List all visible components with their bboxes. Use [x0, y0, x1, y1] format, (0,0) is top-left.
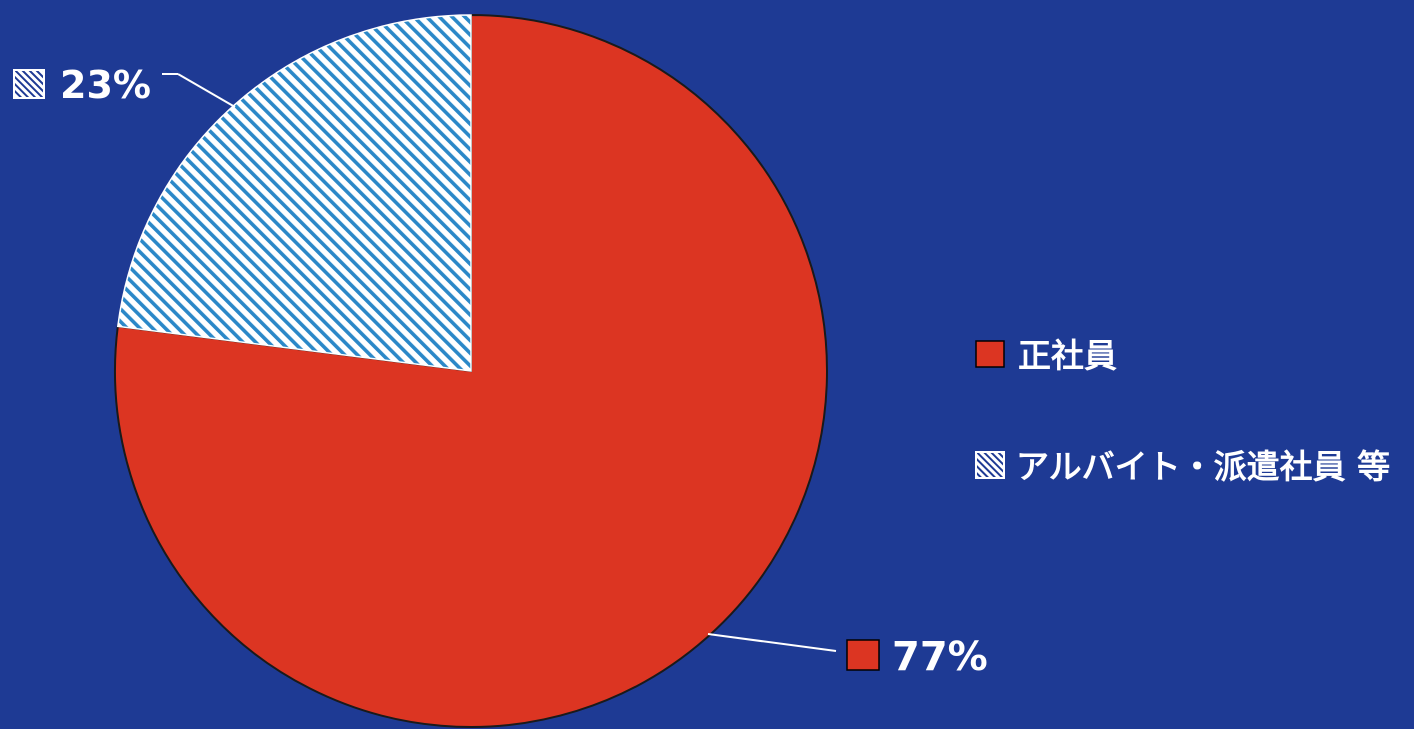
- legend-label-parttime: アルバイト・派遣社員 等: [1016, 447, 1390, 486]
- leader-line-23-diag: [177, 73, 236, 108]
- legend-item-parttime: アルバイト・派遣社員 等: [975, 447, 1390, 486]
- pie-slice-regular: [114, 13, 828, 728]
- label-23-text: 23%: [60, 63, 151, 107]
- pie-slices: [114, 13, 828, 728]
- pie-slice-parttime: [116, 14, 472, 372]
- legend-label-regular: 正社員: [1018, 336, 1117, 375]
- label-23-swatch: [13, 69, 45, 99]
- label-23-group: 23%: [13, 63, 151, 107]
- label-77-group: 77%: [846, 634, 988, 680]
- legend: 正社員 アルバイト・派遣社員 等: [975, 336, 1390, 486]
- legend-swatch-regular: [975, 340, 1005, 368]
- leader-line-77: [707, 633, 837, 652]
- label-77-text: 77%: [892, 634, 988, 680]
- label-77-swatch: [846, 639, 880, 671]
- legend-item-regular: 正社員: [975, 336, 1117, 375]
- legend-swatch-parttime: [975, 451, 1005, 479]
